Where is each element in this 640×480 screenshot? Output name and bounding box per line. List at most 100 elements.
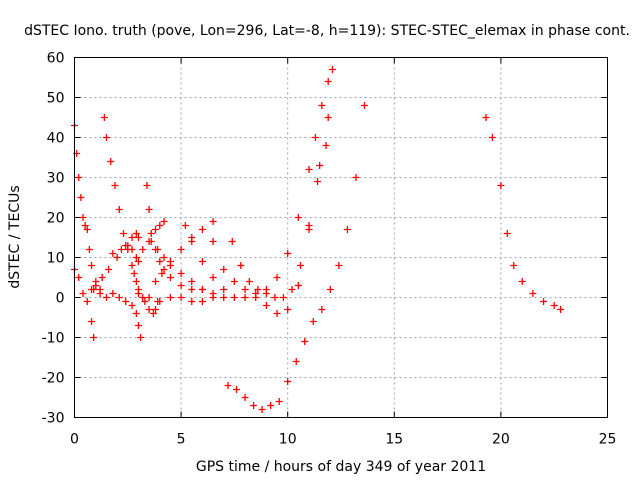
data-point — [166, 274, 174, 281]
data-point — [166, 258, 174, 265]
data-point — [254, 286, 262, 293]
data-point — [134, 234, 142, 241]
data-point — [143, 182, 151, 189]
data-point — [241, 294, 249, 301]
data-point — [149, 310, 157, 317]
data-point — [75, 274, 83, 281]
data-point — [177, 246, 185, 253]
data-point — [296, 262, 304, 269]
data-point — [132, 278, 140, 285]
data-point — [230, 294, 238, 301]
data-point — [241, 286, 249, 293]
data-point — [107, 158, 115, 165]
data-point — [128, 234, 136, 241]
data-point — [279, 294, 287, 301]
series-arc-7 — [143, 182, 206, 293]
data-point — [77, 194, 85, 201]
data-point — [139, 246, 147, 253]
data-point — [252, 294, 260, 301]
data-point — [132, 254, 140, 261]
data-point — [275, 398, 283, 405]
data-point — [156, 258, 164, 265]
data-point — [188, 298, 196, 305]
data-point — [262, 290, 270, 297]
data-point — [241, 394, 249, 401]
data-point — [160, 254, 168, 261]
data-point — [154, 246, 162, 253]
data-point — [233, 386, 241, 393]
data-point — [250, 402, 258, 409]
data-point — [262, 302, 270, 309]
data-point — [130, 270, 138, 277]
data-point — [288, 286, 296, 293]
data-point — [134, 290, 142, 297]
data-point — [550, 302, 558, 309]
data-point — [177, 282, 185, 289]
data-point — [105, 266, 113, 273]
x-axis-label: GPS time / hours of day 349 of year 2011 — [196, 459, 486, 475]
data-point — [177, 270, 185, 277]
data-point — [271, 294, 279, 301]
data-point — [137, 334, 145, 341]
y-tick-label: 10 — [47, 251, 65, 267]
data-point — [152, 306, 160, 313]
data-point — [158, 270, 166, 277]
data-point — [100, 114, 108, 121]
data-point — [209, 274, 217, 281]
data-point — [273, 310, 281, 317]
data-point — [147, 230, 155, 237]
y-tick-label: 20 — [47, 211, 65, 227]
data-point — [109, 290, 117, 297]
plot-frame — [74, 57, 608, 418]
x-tick-label: 10 — [279, 432, 297, 448]
data-point — [237, 262, 245, 269]
data-point — [228, 238, 236, 245]
data-point — [177, 294, 185, 301]
data-point — [111, 182, 119, 189]
series-arc-13 — [181, 66, 336, 301]
data-point — [113, 254, 121, 261]
data-point — [258, 406, 266, 413]
data-point — [109, 250, 117, 257]
data-point — [88, 318, 96, 325]
data-point — [98, 274, 106, 281]
data-point — [294, 282, 302, 289]
data-point — [128, 262, 136, 269]
data-point — [128, 302, 136, 309]
data-point — [529, 290, 537, 297]
data-point — [209, 218, 217, 225]
data-point — [75, 174, 83, 181]
data-point — [314, 178, 322, 185]
y-tick-label: -10 — [42, 331, 65, 347]
y-tick-label: -20 — [42, 371, 65, 387]
data-point — [132, 230, 140, 237]
data-point — [188, 286, 196, 293]
y-tick-label: 50 — [47, 91, 65, 107]
data-point — [79, 214, 87, 221]
x-tick-label: 5 — [177, 432, 186, 448]
data-point — [311, 134, 319, 141]
series-arc-14 — [209, 114, 332, 317]
data-point — [188, 238, 196, 245]
data-point — [122, 298, 130, 305]
data-point — [139, 294, 147, 301]
series-arc-2 — [71, 122, 104, 293]
data-point — [90, 286, 98, 293]
data-point — [230, 278, 238, 285]
data-point — [352, 174, 360, 181]
data-point — [156, 222, 164, 229]
data-point — [90, 334, 98, 341]
data-point — [220, 286, 228, 293]
y-tick-label: 30 — [47, 171, 65, 187]
series-arc-3 — [88, 230, 142, 293]
data-point — [318, 102, 326, 109]
data-point — [115, 206, 123, 213]
data-point — [503, 230, 511, 237]
grid-layer — [74, 57, 608, 418]
data-point — [117, 246, 125, 253]
data-point — [198, 298, 206, 305]
data-point — [305, 222, 313, 229]
x-tick-label: 20 — [492, 432, 510, 448]
data-point — [124, 242, 132, 249]
